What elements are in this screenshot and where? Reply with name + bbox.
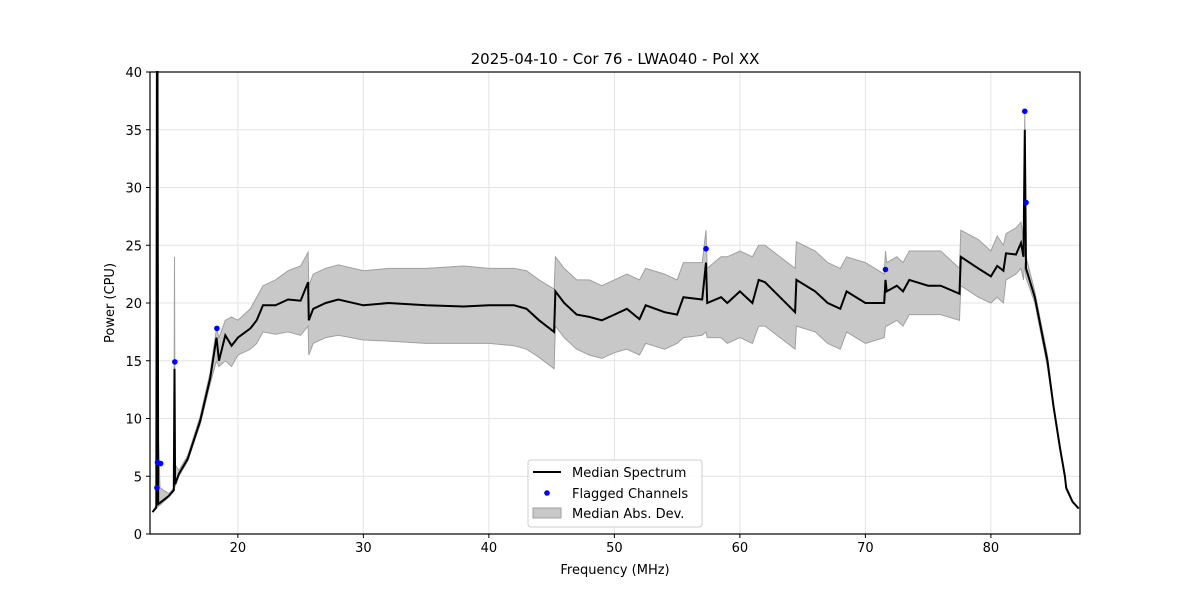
flagged-channel-point (1021, 108, 1028, 115)
legend-flagged-marker (544, 490, 550, 496)
y-tick-label: 20 (125, 297, 142, 312)
x-tick-label: 70 (857, 541, 874, 556)
legend-box (527, 459, 703, 528)
y-tick-label: 15 (125, 355, 142, 370)
y-tick-label: 10 (125, 413, 142, 428)
legend-mad-patch (532, 507, 562, 519)
chart-title: 2025-04-10 - Cor 76 - LWA040 - Pol XX (471, 50, 760, 68)
x-tick-label: 50 (606, 541, 623, 556)
legend-flagged-label: Flagged Channels (572, 487, 688, 502)
median-spectrum-line (151, 71, 1080, 513)
flagged-channel-point (1023, 199, 1029, 206)
flagged-channel-point (882, 266, 889, 273)
x-tick-label: 30 (355, 541, 372, 556)
flagged-channel-point (172, 359, 178, 365)
legend-mad-label: Median Abs. Dev. (572, 507, 684, 522)
y-tick-label: 35 (125, 124, 142, 139)
legend-median-label: Median Spectrum (572, 466, 686, 481)
mad-band (152, 71, 1080, 513)
y-tick-label: 40 (125, 66, 142, 81)
y-tick-label: 0 (134, 528, 142, 543)
flagged-channel-point (154, 485, 160, 491)
y-tick-label: 30 (125, 182, 142, 197)
legend: Median Spectrum Flagged Channels Median … (527, 459, 703, 528)
y-tick-label: 5 (134, 470, 142, 485)
y-tick-label: 25 (125, 239, 142, 254)
x-axis-label: Frequency (MHz) (560, 563, 669, 578)
x-tick-label: 20 (230, 541, 247, 556)
flagged-channel-point (703, 245, 709, 252)
flagged-channel-point (157, 460, 164, 467)
x-tick-label: 80 (983, 541, 1000, 556)
flagged-channel-point (214, 325, 220, 332)
x-tick-label: 60 (732, 541, 749, 556)
y-axis-label: Power (CPU) (103, 263, 118, 343)
x-tick-label: 40 (481, 541, 498, 556)
